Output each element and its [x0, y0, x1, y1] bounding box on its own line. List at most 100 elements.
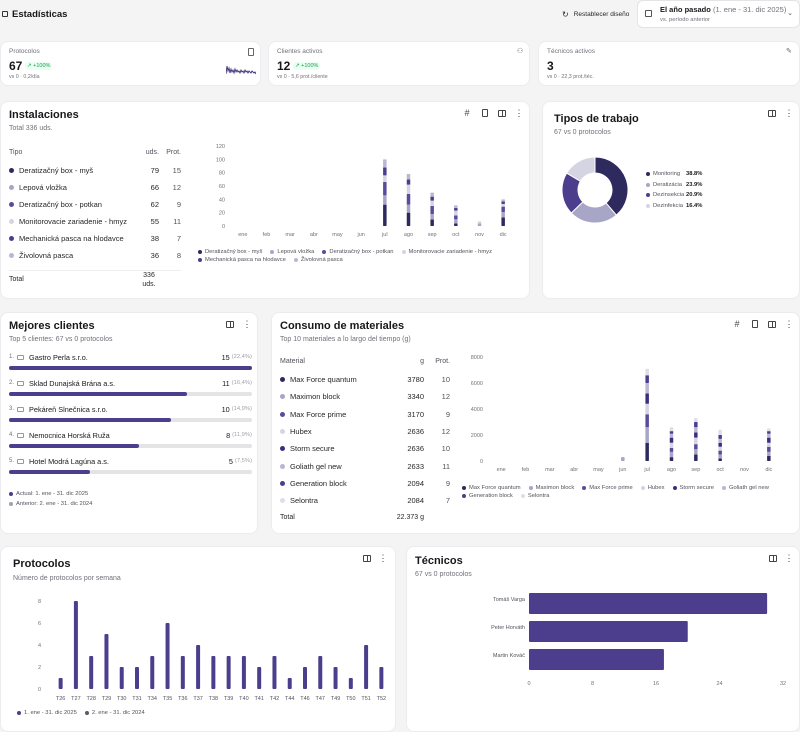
hash-icon[interactable]: # — [734, 319, 740, 329]
client-name: Sklad Dunajská Brána a.s. — [29, 378, 116, 388]
table-row[interactable]: Lepová vložka 66 12 — [9, 179, 181, 196]
table-row[interactable]: Mechanická pasca na hlodavce 38 7 — [9, 230, 181, 247]
bar-segment — [383, 167, 387, 176]
legend-label: Selontra — [527, 493, 550, 499]
bar-segment — [694, 432, 698, 438]
table-row[interactable]: Maximon block 3340 12 — [280, 388, 450, 405]
table-row[interactable]: Živolovná pasca 36 8 — [9, 247, 181, 264]
drag-handle-icon[interactable]: ⋮ — [784, 552, 794, 563]
bar-segment — [406, 174, 411, 180]
table-row[interactable]: Max Force prime 3170 9 — [280, 406, 450, 423]
table-row[interactable]: Max Force quantum 3780 10 — [280, 371, 450, 388]
row-units: 38 — [150, 234, 159, 243]
drag-handle-icon[interactable]: ⋮ — [378, 552, 388, 563]
legend-dot — [9, 236, 14, 241]
bar — [529, 593, 768, 614]
bar-segment — [694, 454, 698, 461]
legend-dot — [9, 185, 14, 190]
building-icon — [17, 406, 25, 412]
client-bar-fill — [9, 366, 252, 370]
kpi-card-protocols: Protocolos 67 ↗ +100% vs 0 · 0,2/día — [0, 41, 261, 86]
date-range-picker[interactable]: El año pasado (1. ene - 31. dic 2025) vs… — [637, 0, 800, 28]
y-tick-label: Peter Horváth — [491, 625, 525, 631]
table-row[interactable]: Goliath gel new 2633 11 — [280, 458, 450, 475]
client-bar-track — [9, 366, 252, 370]
row-name: Mechanická pasca na hlodavce — [19, 234, 124, 243]
bar-segment — [694, 444, 698, 450]
legend-dot — [646, 193, 650, 198]
drag-handle-icon[interactable]: ⋮ — [514, 107, 524, 118]
x-tick-label: 24 — [716, 681, 722, 687]
hash-icon[interactable]: # — [464, 108, 470, 118]
bar-segment — [767, 433, 771, 438]
x-tick-label: dic — [765, 467, 772, 473]
row-name: Hubex — [290, 426, 312, 436]
table-row[interactable]: Hubex 2636 12 — [280, 423, 450, 440]
table-icon[interactable] — [766, 551, 780, 565]
building-icon — [17, 432, 25, 438]
client-bar-track — [9, 444, 252, 448]
legend-item: Maximon block — [528, 485, 574, 491]
drag-handle-icon[interactable]: ⋮ — [784, 318, 794, 329]
table-row[interactable]: Storm secure 2636 10 — [280, 440, 450, 457]
x-tick-label: T29 — [102, 696, 111, 702]
client-bar-fill — [9, 444, 139, 448]
x-tick-label: T51 — [361, 696, 370, 702]
table-icon[interactable] — [495, 106, 509, 120]
legend-item: Živolovná pasca — [293, 257, 343, 263]
y-tick-label: 0 — [38, 687, 41, 693]
table-icon[interactable] — [223, 317, 237, 331]
card-subtitle: Total 336 uds. — [9, 125, 53, 132]
technicians-chart: Tomáš Varga Peter Horváth Martin Kováč 0 8 16… — [491, 593, 786, 687]
table-row[interactable]: Deratizačný box - potkan 62 9 — [9, 196, 181, 213]
client-row[interactable]: 4. Nemocnica Horská Ruža 8 (11,9%) — [9, 429, 252, 451]
materials-total: Total 22.373 g — [280, 514, 424, 521]
table-icon[interactable] — [360, 551, 374, 565]
client-bar-track — [9, 392, 252, 396]
y-tick-label: 80 — [219, 171, 225, 177]
card-subtitle: Top 5 clientes: 67 vs 0 protocolos — [9, 336, 113, 343]
bar-segment — [767, 437, 771, 443]
table-icon[interactable] — [765, 317, 779, 331]
installations-chart: 0 20 40 60 80 100 120 ene feb mar abr may jun jul ago s… — [216, 144, 507, 238]
bar — [150, 656, 155, 689]
reset-layout-button[interactable]: ↻ Restablecer diseño — [562, 10, 630, 19]
bar-segment — [694, 418, 698, 422]
client-count: 15 — [221, 352, 230, 362]
drag-handle-icon[interactable]: ⋮ — [242, 318, 252, 329]
row-prot: 7 — [445, 496, 450, 506]
legend-dot — [646, 172, 650, 177]
client-row[interactable]: 1. Gastro Perla s.r.o. 15 (22,4%) — [9, 351, 252, 373]
bar-segment — [406, 204, 411, 213]
drag-handle-icon[interactable]: ⋮ — [784, 107, 794, 118]
y-tick-label: 4000 — [471, 407, 483, 413]
table-row[interactable]: Deratizačný box - myš 79 15 — [9, 162, 181, 179]
client-row[interactable]: 3. Pekáreň Slnečnica s.r.o. 10 (14,9%) — [9, 403, 252, 425]
y-tick-label: 60 — [219, 184, 225, 190]
x-tick-label: may — [332, 232, 343, 238]
client-name: Hotel Modrá Lagúna a.s. — [29, 456, 109, 466]
row-grams: 2636 — [407, 444, 424, 454]
row-prot: 9 — [445, 478, 450, 488]
y-tick-label: 40 — [219, 197, 225, 203]
x-tick-label: T47 — [316, 696, 325, 702]
table-row[interactable]: Monitorovacie zariadenie - hmyz 55 11 — [9, 213, 181, 230]
row-name: Maximon block — [290, 392, 341, 402]
protocols-legend: 1. ene - 31. dic 2025 2. ene - 31. dic 2… — [17, 710, 145, 716]
row-units: 55 — [150, 217, 159, 226]
bar-segment — [501, 206, 505, 212]
legend-label: Max Force quantum — [469, 485, 521, 491]
client-row[interactable]: 5. Hotel Modrá Lagúna a.s. 5 (7,5%) — [9, 455, 252, 477]
client-row[interactable]: 2. Sklad Dunajská Brána a.s. 11 (16,4%) — [9, 377, 252, 399]
table-row[interactable]: Selontra 2084 7 — [280, 492, 450, 509]
document-icon[interactable] — [748, 317, 762, 331]
legend-label: Generation block — [469, 493, 513, 499]
table-icon[interactable] — [765, 106, 779, 120]
legend-dot — [646, 182, 650, 187]
bar-segment — [454, 210, 458, 216]
bar — [226, 656, 231, 689]
document-icon[interactable] — [478, 106, 492, 120]
x-tick-label: T30 — [117, 696, 126, 702]
bar-segment — [406, 194, 411, 205]
table-row[interactable]: Generation block 2094 9 — [280, 475, 450, 492]
